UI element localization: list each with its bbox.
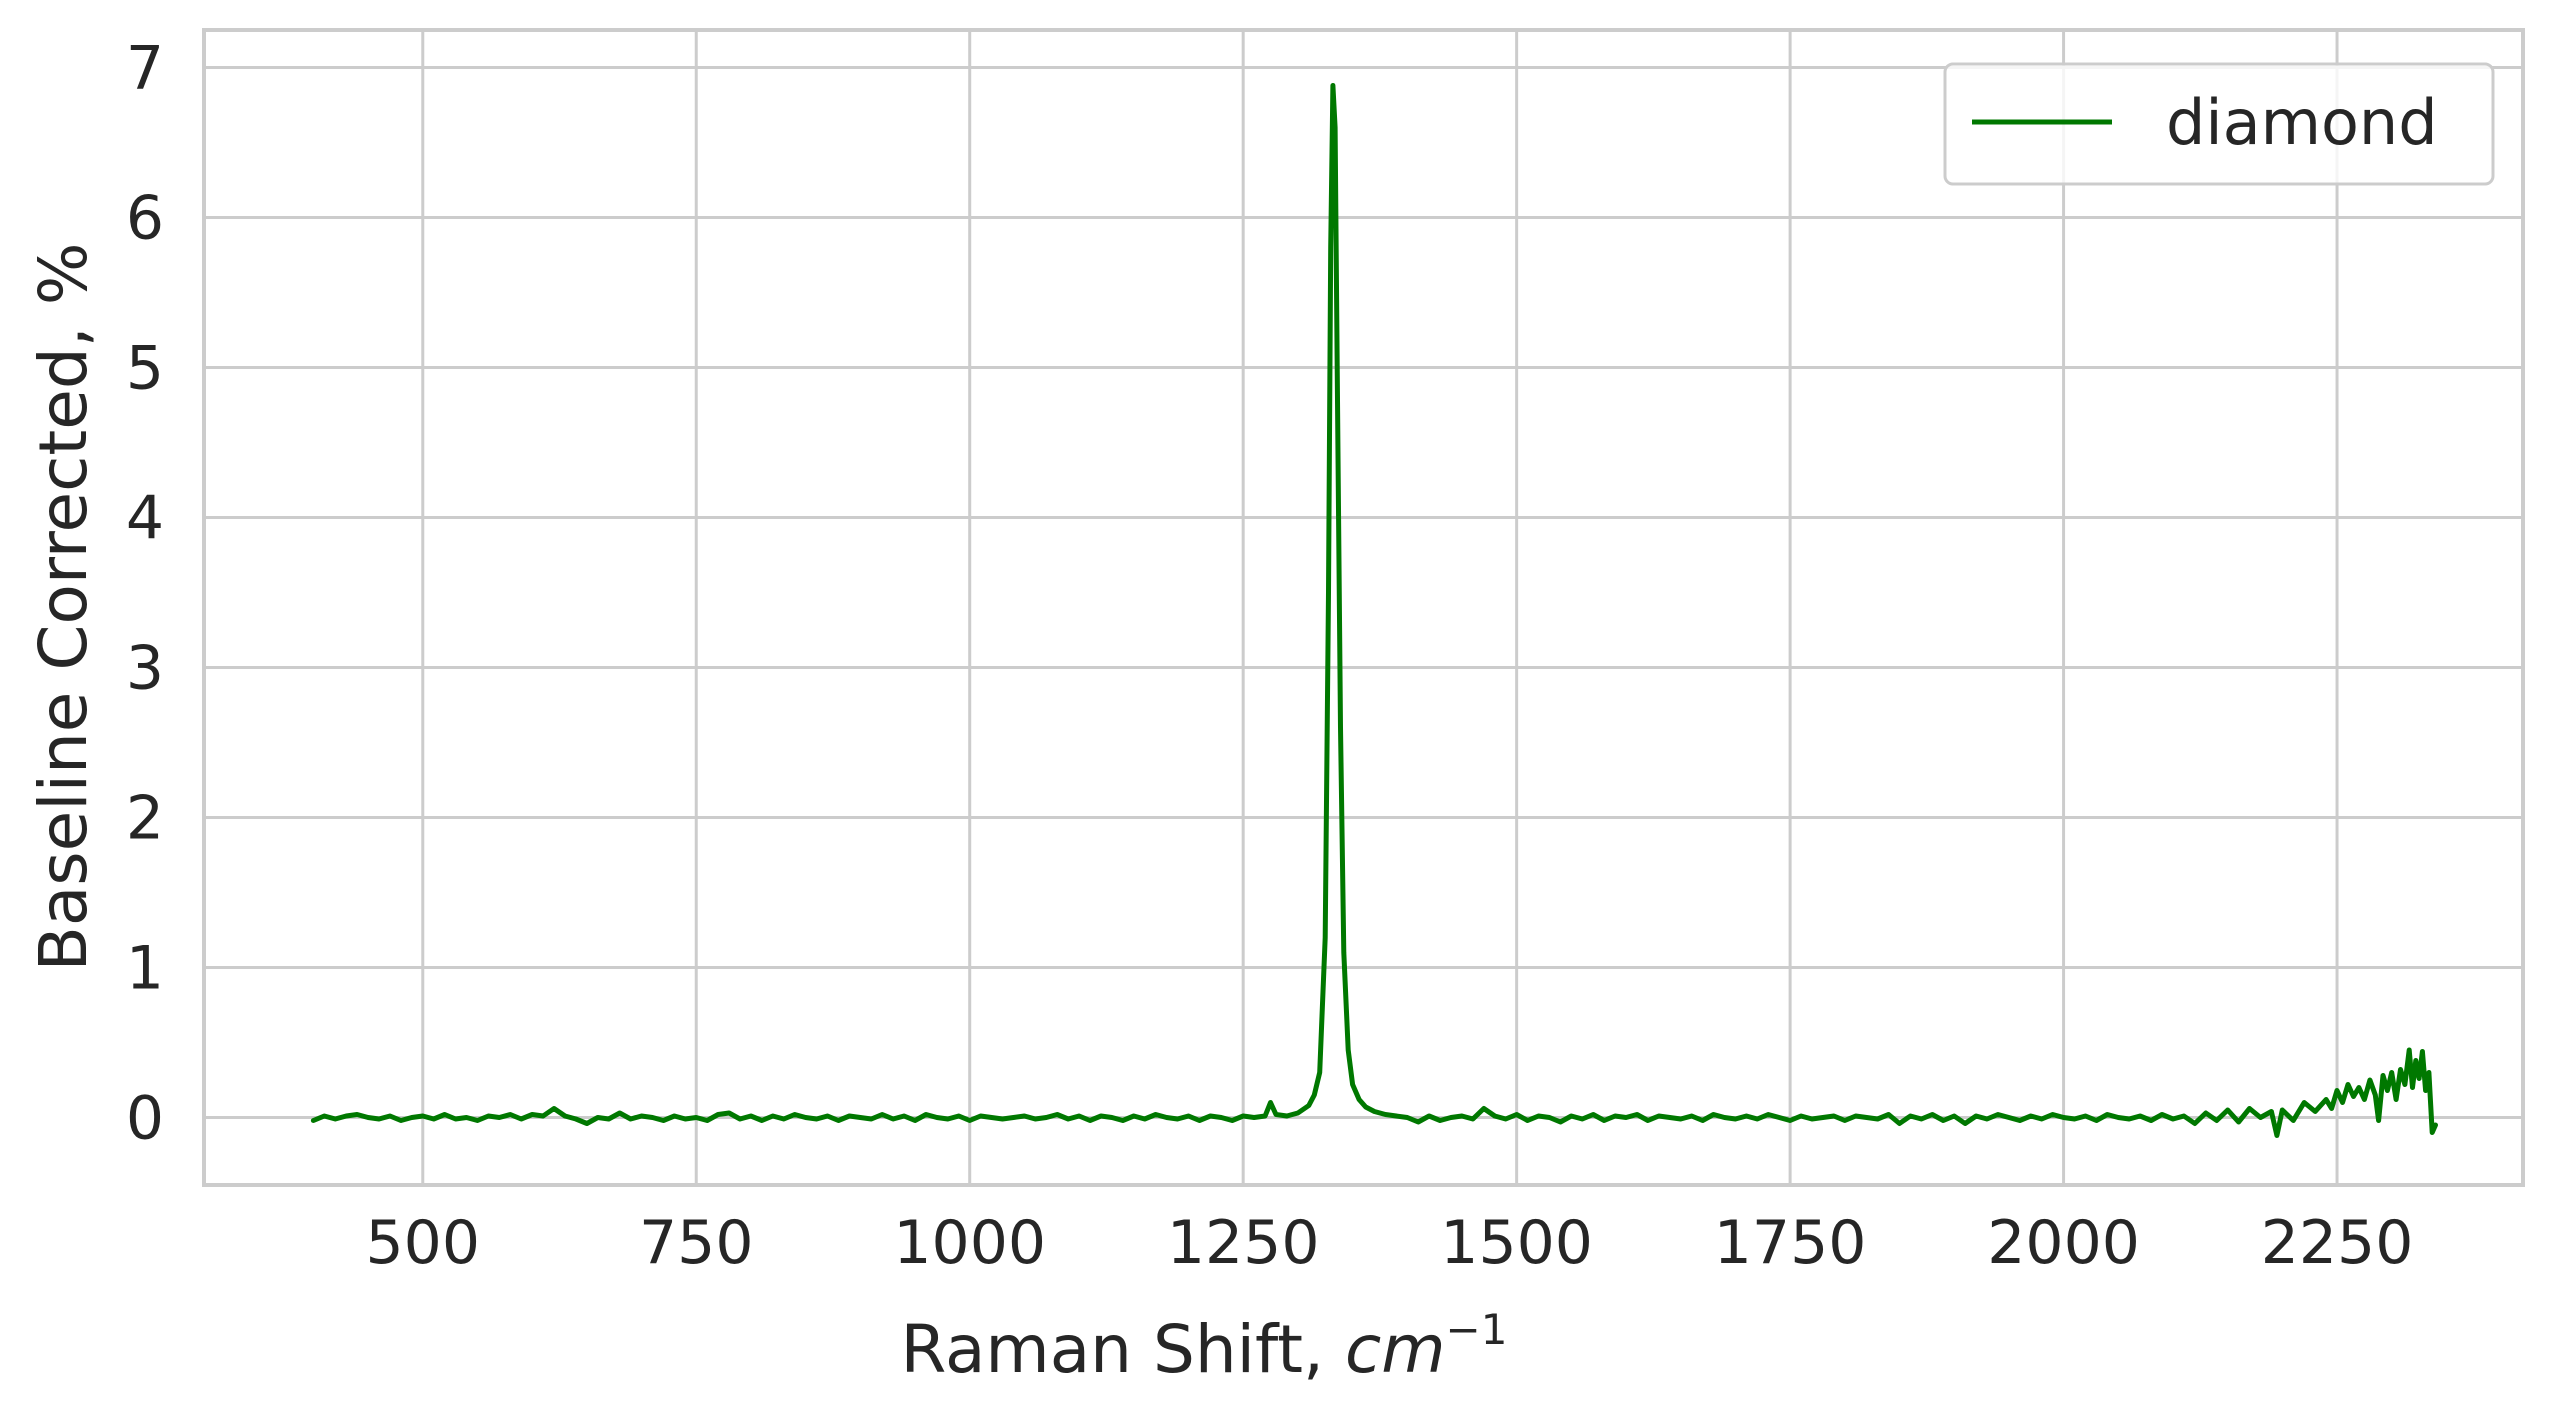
x-tick-labels: 500 750 1000 1250 1500 1750 2000 2250 bbox=[366, 1208, 2414, 1278]
plot-area bbox=[202, 28, 2525, 1187]
legend-label-diamond: diamond bbox=[2166, 86, 2438, 159]
y-tick-label: 1 bbox=[126, 934, 164, 1004]
y-tick-label: 2 bbox=[126, 784, 164, 854]
y-tick-label: 3 bbox=[126, 634, 164, 704]
x-axis-label-unit: cm bbox=[1345, 1311, 1446, 1388]
y-tick-label: 0 bbox=[126, 1084, 164, 1154]
x-tick-label: 2250 bbox=[2261, 1208, 2414, 1278]
x-tick-label: 750 bbox=[639, 1208, 754, 1278]
y-tick-labels: 0 1 2 3 4 5 6 7 bbox=[126, 34, 164, 1154]
x-axis-label-exponent: −1 bbox=[1446, 1305, 1508, 1354]
x-tick-label: 2000 bbox=[1987, 1208, 2140, 1278]
y-axis-label: Baseline Corrected, % bbox=[25, 243, 102, 972]
x-tick-label: 1250 bbox=[1167, 1208, 1320, 1278]
y-tick-label: 5 bbox=[126, 334, 164, 404]
y-tick-label: 7 bbox=[126, 34, 164, 104]
x-tick-label: 1750 bbox=[1714, 1208, 1867, 1278]
series-line-diamond bbox=[310, 83, 2438, 1138]
legend-box bbox=[1943, 62, 2495, 186]
legend: diamond bbox=[1943, 62, 2495, 186]
x-tick-label: 1000 bbox=[893, 1208, 1046, 1278]
x-axis-label-text: Raman Shift, bbox=[901, 1311, 1324, 1388]
x-tick-label: 500 bbox=[366, 1208, 481, 1278]
grid-lines bbox=[204, 30, 2523, 1185]
x-tick-label: 1500 bbox=[1440, 1208, 1593, 1278]
y-tick-label: 6 bbox=[126, 184, 164, 254]
series-lines bbox=[310, 83, 2438, 1138]
y-tick-label: 4 bbox=[126, 484, 164, 554]
x-axis-label: Raman Shift, cm−1 bbox=[901, 1305, 1508, 1388]
